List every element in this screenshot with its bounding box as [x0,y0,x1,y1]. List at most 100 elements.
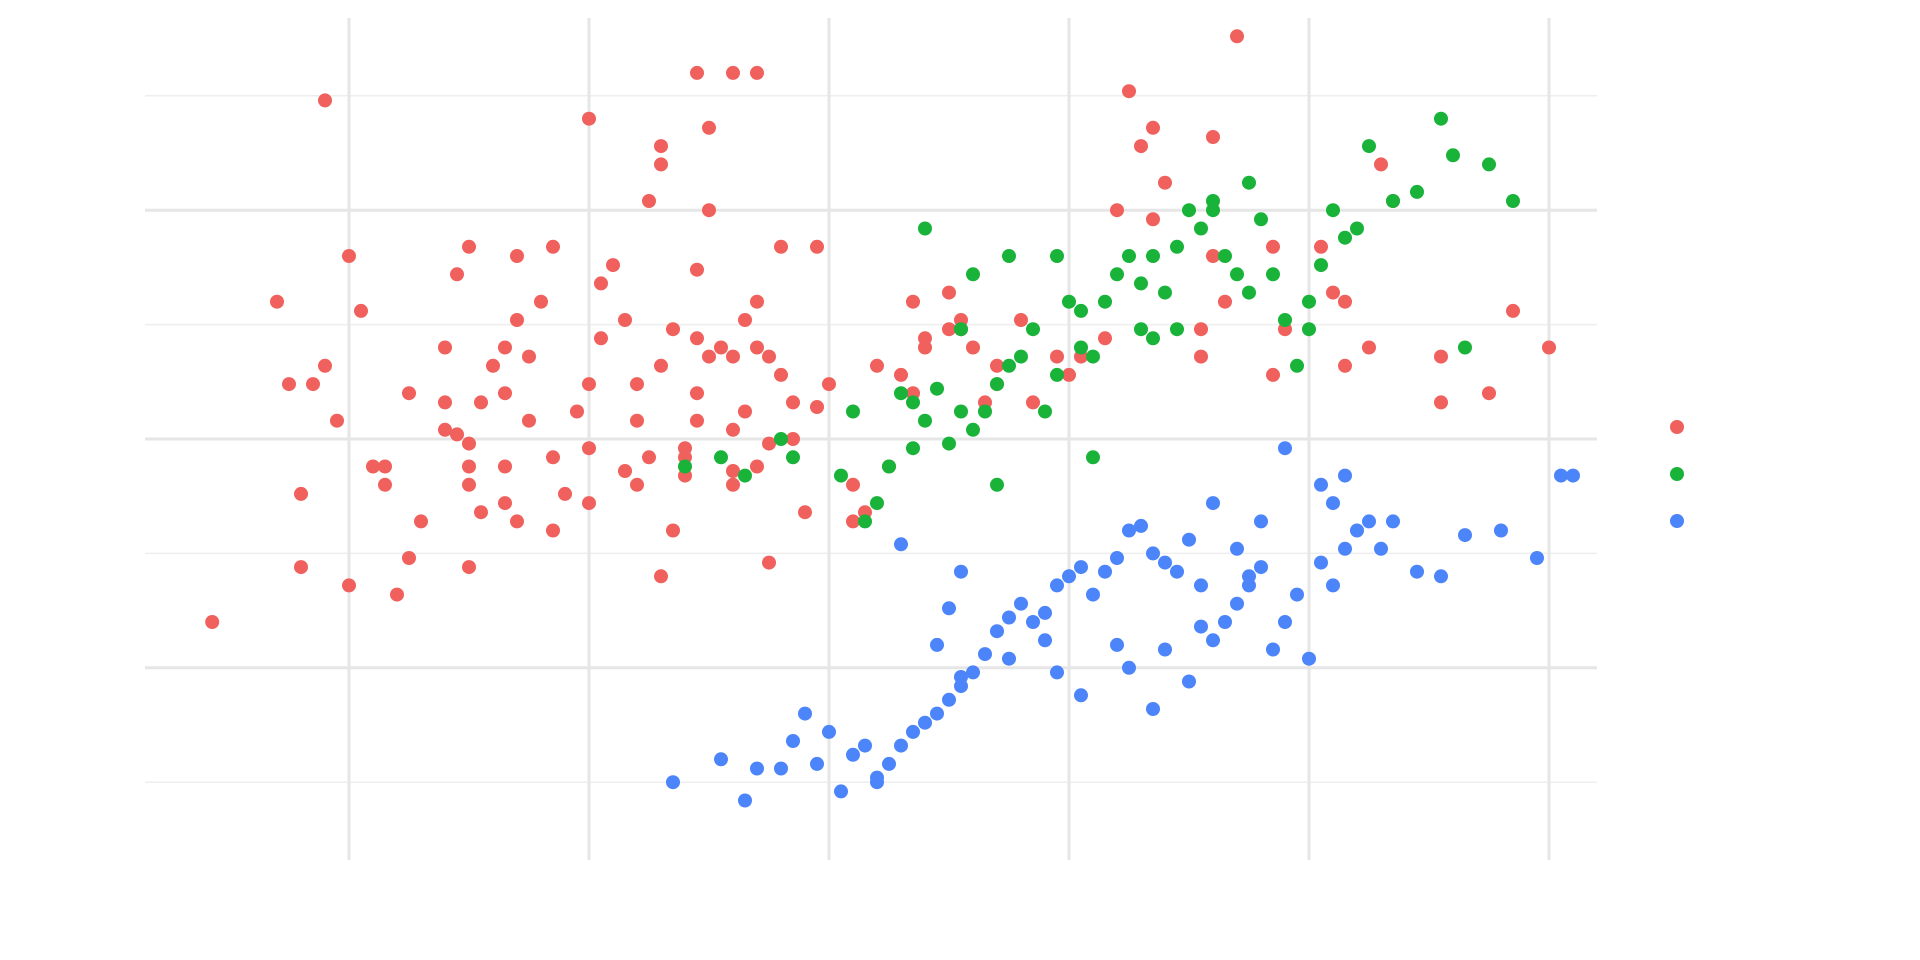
data-point-series-2 [1338,230,1352,245]
data-point-series-2 [1410,184,1424,199]
data-point-series-3 [1110,637,1124,652]
data-point-series-1 [402,386,416,401]
data-point-series-1 [1194,322,1208,337]
data-point-series-2 [1014,349,1028,364]
data-point-series-1 [462,436,476,451]
data-point-series-1 [582,111,596,126]
data-point-series-2 [930,381,944,396]
data-point-series-3 [1338,468,1352,483]
data-point-series-1 [510,514,524,529]
data-point-series-3 [1314,477,1328,492]
data-point-series-2 [1086,450,1100,465]
data-point-series-3 [666,775,680,790]
data-point-series-3 [1302,651,1316,666]
data-point-series-1 [738,313,752,327]
data-point-series-1 [810,239,824,254]
data-point-series-1 [318,93,332,108]
data-point-series-1 [1218,294,1232,309]
data-point-series-1 [762,436,776,451]
data-point-series-3 [1074,560,1088,575]
data-point-series-2 [1314,258,1328,273]
data-point-series-1 [750,459,764,474]
data-point-series-3 [990,624,1004,639]
data-point-series-2 [1062,294,1076,309]
data-point-series-1 [438,395,452,410]
data-point-series-1 [390,587,404,602]
data-point-series-3 [1566,468,1580,483]
data-point-series-3 [1050,578,1064,593]
data-point-series-3 [846,747,860,762]
data-point-series-1 [1230,29,1244,44]
data-point-series-1 [546,239,560,254]
data-point-series-1 [1362,340,1376,355]
data-point-series-1 [702,203,716,218]
data-point-series-1 [966,340,980,355]
data-point-series-1 [1314,239,1328,254]
data-point-series-1 [354,303,368,318]
data-point-series-2 [1050,249,1064,263]
data-point-series-3 [978,647,992,662]
data-point-series-2 [834,468,848,483]
data-point-series-1 [534,294,548,309]
data-point-series-1 [294,560,308,575]
data-point-series-1 [1482,386,1496,401]
data-point-series-1 [630,477,644,492]
data-point-series-1 [522,349,536,364]
data-point-series-3 [1374,541,1388,556]
data-point-series-1 [990,358,1004,373]
data-point-series-3 [1122,523,1136,538]
data-point-series-1 [582,496,596,511]
data-point-series-2 [1458,340,1472,355]
data-point-series-2 [966,267,980,282]
data-point-series-1 [294,486,308,501]
data-point-series-1 [1062,367,1076,382]
data-point-series-1 [774,239,788,254]
data-point-series-1 [726,65,740,80]
data-point-series-1 [510,313,524,327]
data-point-series-2 [1194,221,1208,236]
data-point-series-3 [1326,496,1340,511]
data-point-series-2 [906,441,920,456]
data-point-series-3 [1050,665,1064,680]
data-point-series-1 [714,340,728,355]
data-point-series-1 [318,358,332,373]
data-point-series-3 [1206,633,1220,648]
data-point-series-1 [666,523,680,538]
data-point-series-3 [1338,541,1352,556]
data-point-series-3 [1434,569,1448,584]
data-point-series-1 [594,276,608,291]
data-point-series-2 [954,322,968,337]
data-point-series-2 [894,386,908,401]
data-point-series-3 [954,564,968,579]
data-point-series-3 [942,601,956,616]
data-point-series-2 [1386,194,1400,208]
data-point-series-1 [594,331,608,346]
data-point-series-1 [690,386,704,401]
data-point-series-2 [918,413,932,428]
data-point-series-1 [498,459,512,474]
data-point-series-2 [1170,322,1184,337]
data-point-series-3 [1278,441,1292,456]
data-point-series-1 [1050,349,1064,364]
data-point-series-2 [1446,148,1460,163]
data-point-series-1 [786,395,800,410]
data-point-series-1 [666,322,680,337]
data-point-series-1 [1146,212,1160,227]
data-point-series-3 [1314,555,1328,570]
data-point-series-3 [1158,642,1172,657]
data-point-series-1 [522,413,536,428]
data-point-series-1 [1158,175,1172,190]
data-point-series-1 [774,367,788,382]
data-point-series-3 [966,665,980,680]
data-point-series-1 [474,395,488,410]
data-point-series-1 [726,349,740,364]
data-point-series-3 [894,738,908,753]
data-point-series-1 [570,404,584,419]
data-point-series-1 [654,358,668,373]
data-point-series-1 [690,331,704,346]
data-point-series-2 [870,496,884,511]
data-point-series-3 [1278,615,1292,629]
legend-key-series-1 [1670,420,1684,434]
data-point-series-2 [906,395,920,410]
data-point-series-2 [1026,322,1040,337]
